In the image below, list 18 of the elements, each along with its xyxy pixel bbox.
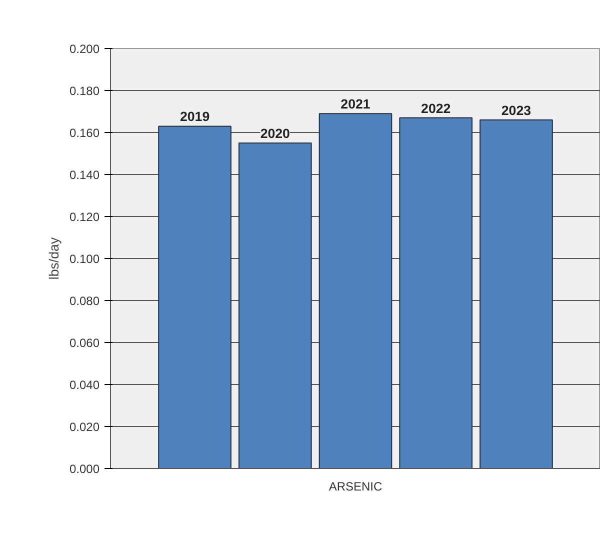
- y-tick-label: 0.100: [69, 252, 100, 266]
- y-tick-label: 0.040: [69, 378, 100, 392]
- y-tick-label: 0.060: [69, 336, 100, 350]
- y-axis-title: lbs/day: [46, 237, 62, 280]
- y-tick-label: 0.080: [69, 294, 100, 308]
- series-label: 2021: [340, 96, 371, 112]
- series-label: 2023: [501, 102, 532, 118]
- series-label: 2019: [180, 109, 210, 124]
- y-tick-label: 0.140: [69, 168, 100, 182]
- y-tick-label: 0.180: [69, 84, 100, 98]
- y-tick-label: 0.160: [69, 126, 100, 140]
- y-tick-label: 0.200: [69, 42, 100, 56]
- series-label: 2022: [421, 100, 451, 116]
- series-label: 2020: [260, 126, 290, 141]
- x-tick-label: ARSENIC: [328, 480, 383, 494]
- y-tick-label: 0.020: [69, 420, 100, 434]
- y-tick-label: 0.120: [69, 210, 100, 224]
- y-tick-label: 0.000: [69, 462, 100, 476]
